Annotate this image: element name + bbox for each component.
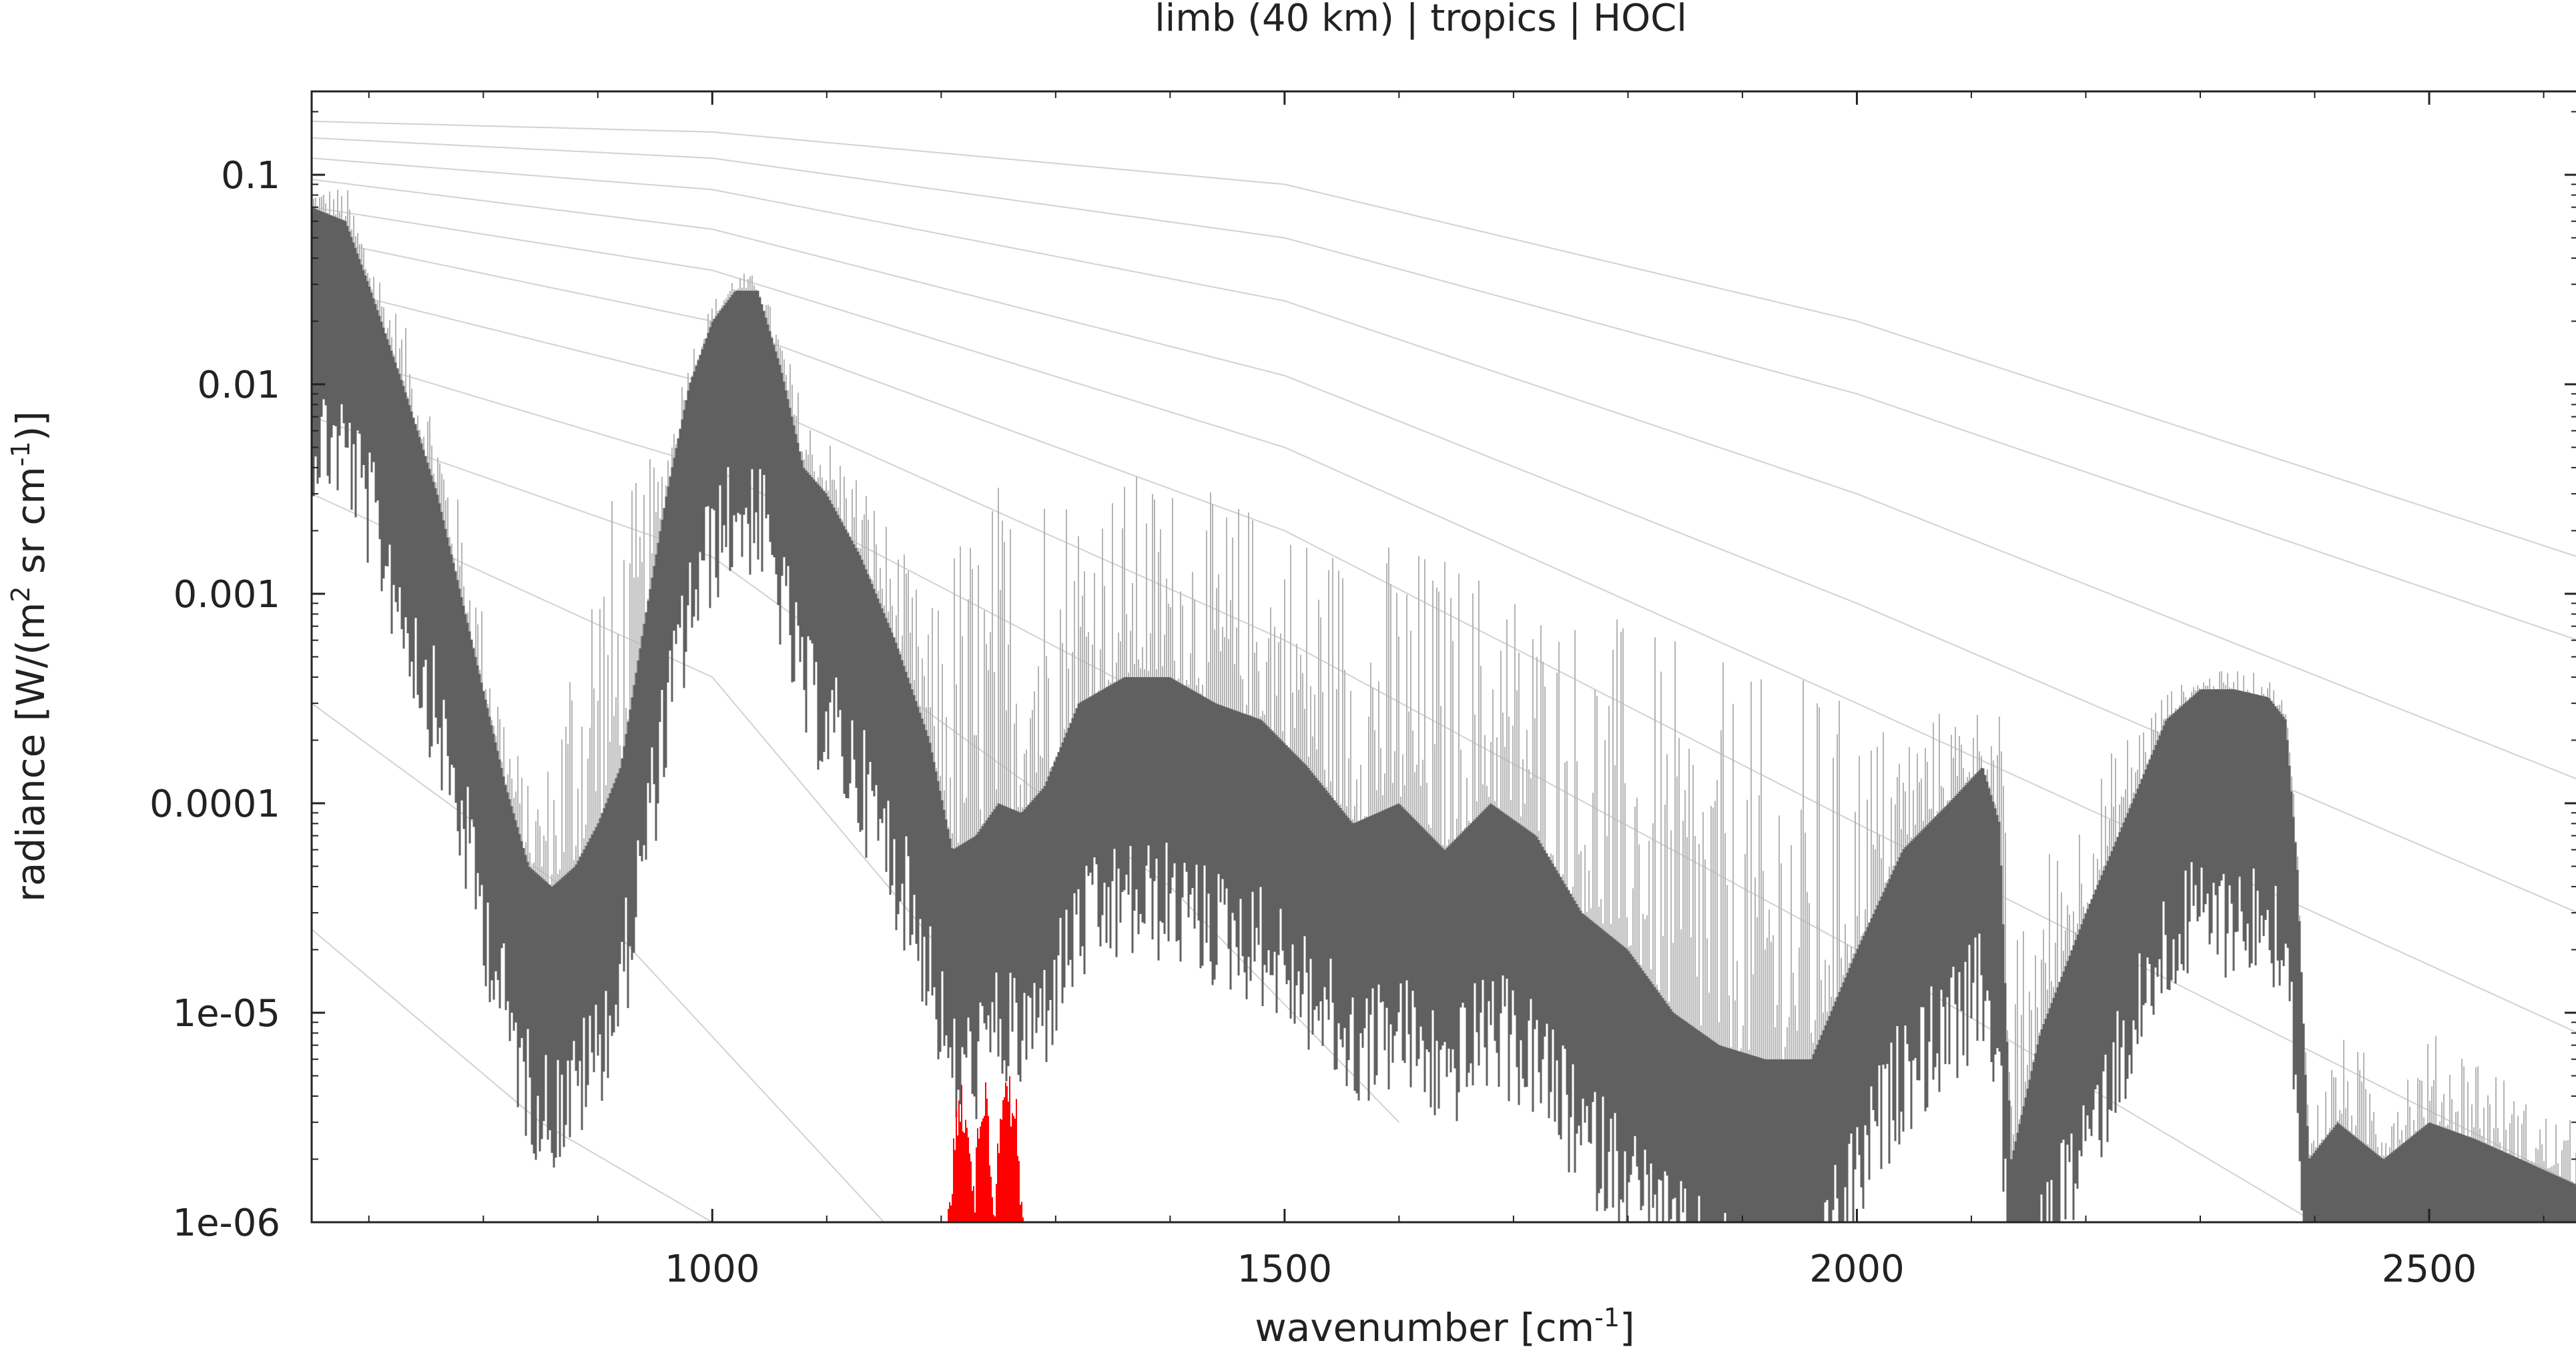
y-tick-label: 1e-06: [172, 1202, 280, 1245]
target-spectrum: [948, 1076, 1024, 1222]
reference-curve: [311, 120, 2576, 557]
x-tick-label: 2500: [2382, 1248, 2477, 1291]
y-tick-label: 1e-05: [172, 992, 280, 1035]
reference-curve: [311, 157, 2576, 780]
spectrum-series: [310, 189, 2576, 1222]
reference-curve: [311, 929, 713, 1223]
y-axis-label: radiance [W/(m2 sr cm-1)]: [6, 411, 53, 902]
x-axis-label: wavenumber [cm-1]: [1255, 1303, 1634, 1350]
y-tick-label: 0.0001: [149, 783, 280, 826]
target-series: [948, 1076, 1024, 1222]
reference-curve: [311, 137, 2576, 640]
reference-curve: [311, 284, 2316, 1223]
y-axis-ticks: 0.1 0.01 0.001 0.0001 1e-05 1e-06: [149, 111, 2576, 1245]
x-tick-label: 2000: [1809, 1248, 1905, 1291]
x-tick-label: 1000: [665, 1248, 760, 1291]
x-tick-label: 1500: [1237, 1248, 1333, 1291]
y-tick-label: 0.001: [174, 573, 280, 616]
x-axis-ticks: 1000 1500 2000 2500: [368, 91, 2545, 1291]
chart-title: limb (40 km) | tropics | HOCl: [1155, 0, 1687, 40]
y-tick-label: 0.01: [197, 364, 280, 407]
y-tick-label: 0.1: [221, 154, 280, 197]
